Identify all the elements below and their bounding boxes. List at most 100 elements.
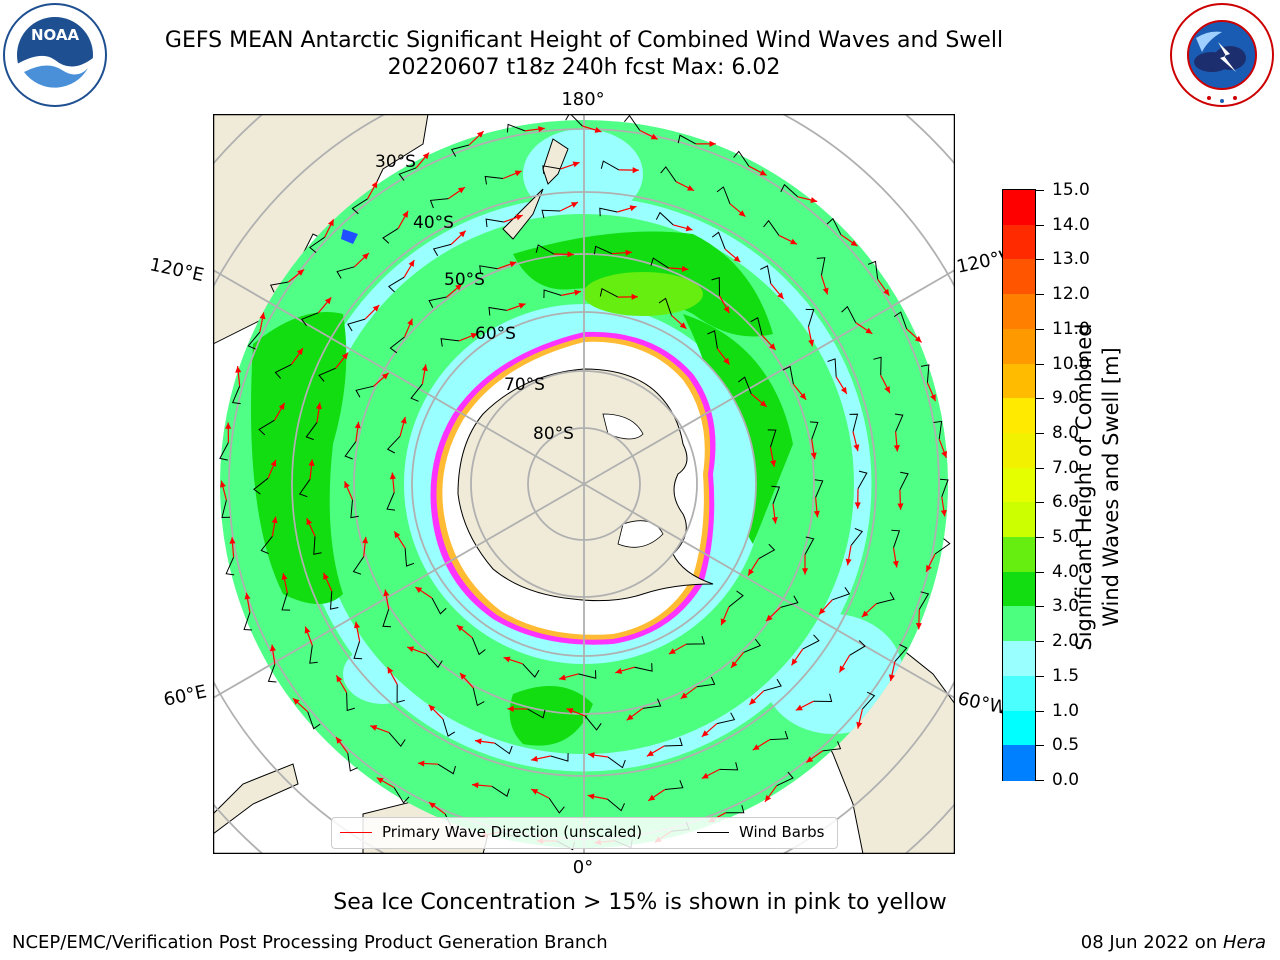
- wave-direction-arrowhead: [752, 744, 760, 751]
- wave-direction-arrowhead: [588, 752, 595, 759]
- colorbar-tick-label: 15.0: [1052, 180, 1090, 200]
- wind-barb: [543, 289, 562, 299]
- noaa-logo: NOAA: [3, 3, 107, 107]
- wind-barb: [253, 477, 269, 495]
- weddell-ice-shelf: [617, 520, 664, 548]
- wind-barb: [472, 687, 485, 707]
- wave-direction-arrowhead: [509, 261, 517, 268]
- wave-direction-arrowhead: [381, 373, 389, 380]
- wind-barb: [658, 297, 672, 316]
- wind-barb: [733, 150, 750, 167]
- wave-direction-arrowhead: [328, 219, 334, 227]
- wave-direction-arrowhead: [810, 452, 817, 460]
- wave-direction-arrowhead: [625, 249, 632, 256]
- colorbar-tick-label: 5.0: [1052, 527, 1080, 548]
- wind-barb: [696, 676, 716, 688]
- wave-direction-arrowhead: [306, 518, 313, 526]
- wave-direction-label: Primary Wave Direction (unscaled): [382, 823, 643, 841]
- wind-barb: [814, 479, 824, 498]
- wind-barb: [763, 678, 782, 692]
- wave-direction-arrowhead: [297, 269, 305, 276]
- wave-direction-arrowhead: [566, 708, 574, 714]
- wind-barb: [867, 260, 879, 280]
- colorbar-segment: [1003, 606, 1035, 642]
- wind-barb: [686, 636, 705, 645]
- wind-barb: [225, 556, 235, 576]
- colorbar-segment: [1003, 294, 1035, 330]
- ross-ice-shelf: [602, 413, 644, 440]
- wave-direction-arrowhead: [646, 750, 654, 757]
- map-panel: [213, 114, 955, 854]
- sea-ice-note: Sea Ice Concentration > 15% is shown in …: [333, 890, 947, 915]
- wave-direction-arrowhead: [455, 284, 462, 291]
- colorbar-segment: [1003, 432, 1035, 469]
- colorbar-tick: [1036, 190, 1044, 191]
- wind-barb: [491, 785, 510, 797]
- wind-barb: [758, 543, 776, 560]
- wind-barbs-swatch: [697, 832, 729, 833]
- wind-barb: [442, 718, 456, 737]
- wave-direction-arrowhead: [687, 185, 694, 191]
- wind-barb: [231, 385, 241, 405]
- wave-direction-arrowhead: [400, 416, 407, 424]
- wave-direction-arrowhead: [407, 318, 413, 326]
- wave-direction-arrowhead: [926, 564, 932, 572]
- wave-direction-arrowhead: [650, 133, 658, 140]
- wind-barb: [804, 536, 815, 555]
- colorbar-tick: [1036, 710, 1044, 712]
- colorbar-tick-label: 7.0: [1052, 457, 1080, 478]
- map-frame: [213, 114, 955, 854]
- wind-barb: [387, 276, 405, 293]
- wave-direction-arrowhead: [892, 560, 899, 568]
- wave-direction-arrowhead: [514, 170, 522, 177]
- wave-direction-arrowhead: [341, 352, 349, 360]
- wind-barb: [396, 684, 405, 704]
- wave-direction-arrowhead: [503, 656, 511, 663]
- wave-direction-arrowhead: [362, 536, 369, 544]
- wind-barb: [832, 587, 851, 601]
- wave-direction-arrowhead: [531, 755, 538, 762]
- wave-direction-arrowhead: [459, 230, 466, 238]
- wave-direction-arrowhead: [278, 402, 285, 410]
- wind-barb: [219, 442, 229, 461]
- colorbar-tick: [1036, 606, 1044, 608]
- wind-barb: [660, 166, 677, 182]
- wave-direction-arrowhead: [229, 537, 236, 544]
- wind-barb: [247, 331, 261, 350]
- wave-direction-arrowhead: [709, 140, 716, 147]
- wind-barb: [243, 612, 253, 631]
- lat-label-30s: 30°S: [375, 152, 416, 172]
- wind-barb: [780, 183, 799, 198]
- colorbar-tick-label: 0.5: [1052, 735, 1080, 756]
- wind-barb: [485, 218, 504, 228]
- wave-direction-arrowhead: [840, 386, 847, 394]
- wave-direction-arrowhead: [572, 161, 580, 168]
- colorbar-tick-label: 14.0: [1052, 214, 1090, 235]
- colorbar-tick: [1036, 432, 1044, 434]
- wind-barb: [309, 236, 325, 253]
- colorbar-tick: [1036, 467, 1044, 469]
- lat-label-40s: 40°S: [413, 213, 454, 233]
- wind-barb: [479, 265, 498, 274]
- wind-barb: [816, 257, 826, 276]
- wind-barb: [389, 336, 405, 354]
- colorbar-tick-label: 8.0: [1052, 422, 1080, 443]
- wind-barb: [548, 797, 565, 814]
- wave-direction-arrowhead: [270, 459, 277, 467]
- wave-direction-arrowhead: [723, 306, 730, 314]
- map-legend: Primary Wave Direction (unscaled) Wind B…: [331, 817, 838, 849]
- wind-barb: [388, 732, 406, 748]
- wave-direction-arrowhead: [738, 210, 746, 217]
- wind-barb: [813, 693, 833, 703]
- wave-direction-arrowhead: [336, 737, 343, 744]
- colorbar-tick: [1036, 363, 1044, 365]
- wind-barb: [346, 692, 355, 712]
- colorbar-tick-label: 6.0: [1052, 492, 1080, 513]
- wave-direction-arrowhead: [371, 181, 378, 189]
- wind-barb: [939, 478, 949, 497]
- wave-direction-arrowhead: [777, 292, 784, 299]
- wind-barb: [484, 175, 504, 185]
- colorbar-segment: [1003, 467, 1035, 503]
- wave-direction-arrowhead: [259, 312, 266, 320]
- new-zealand-north: [542, 138, 569, 185]
